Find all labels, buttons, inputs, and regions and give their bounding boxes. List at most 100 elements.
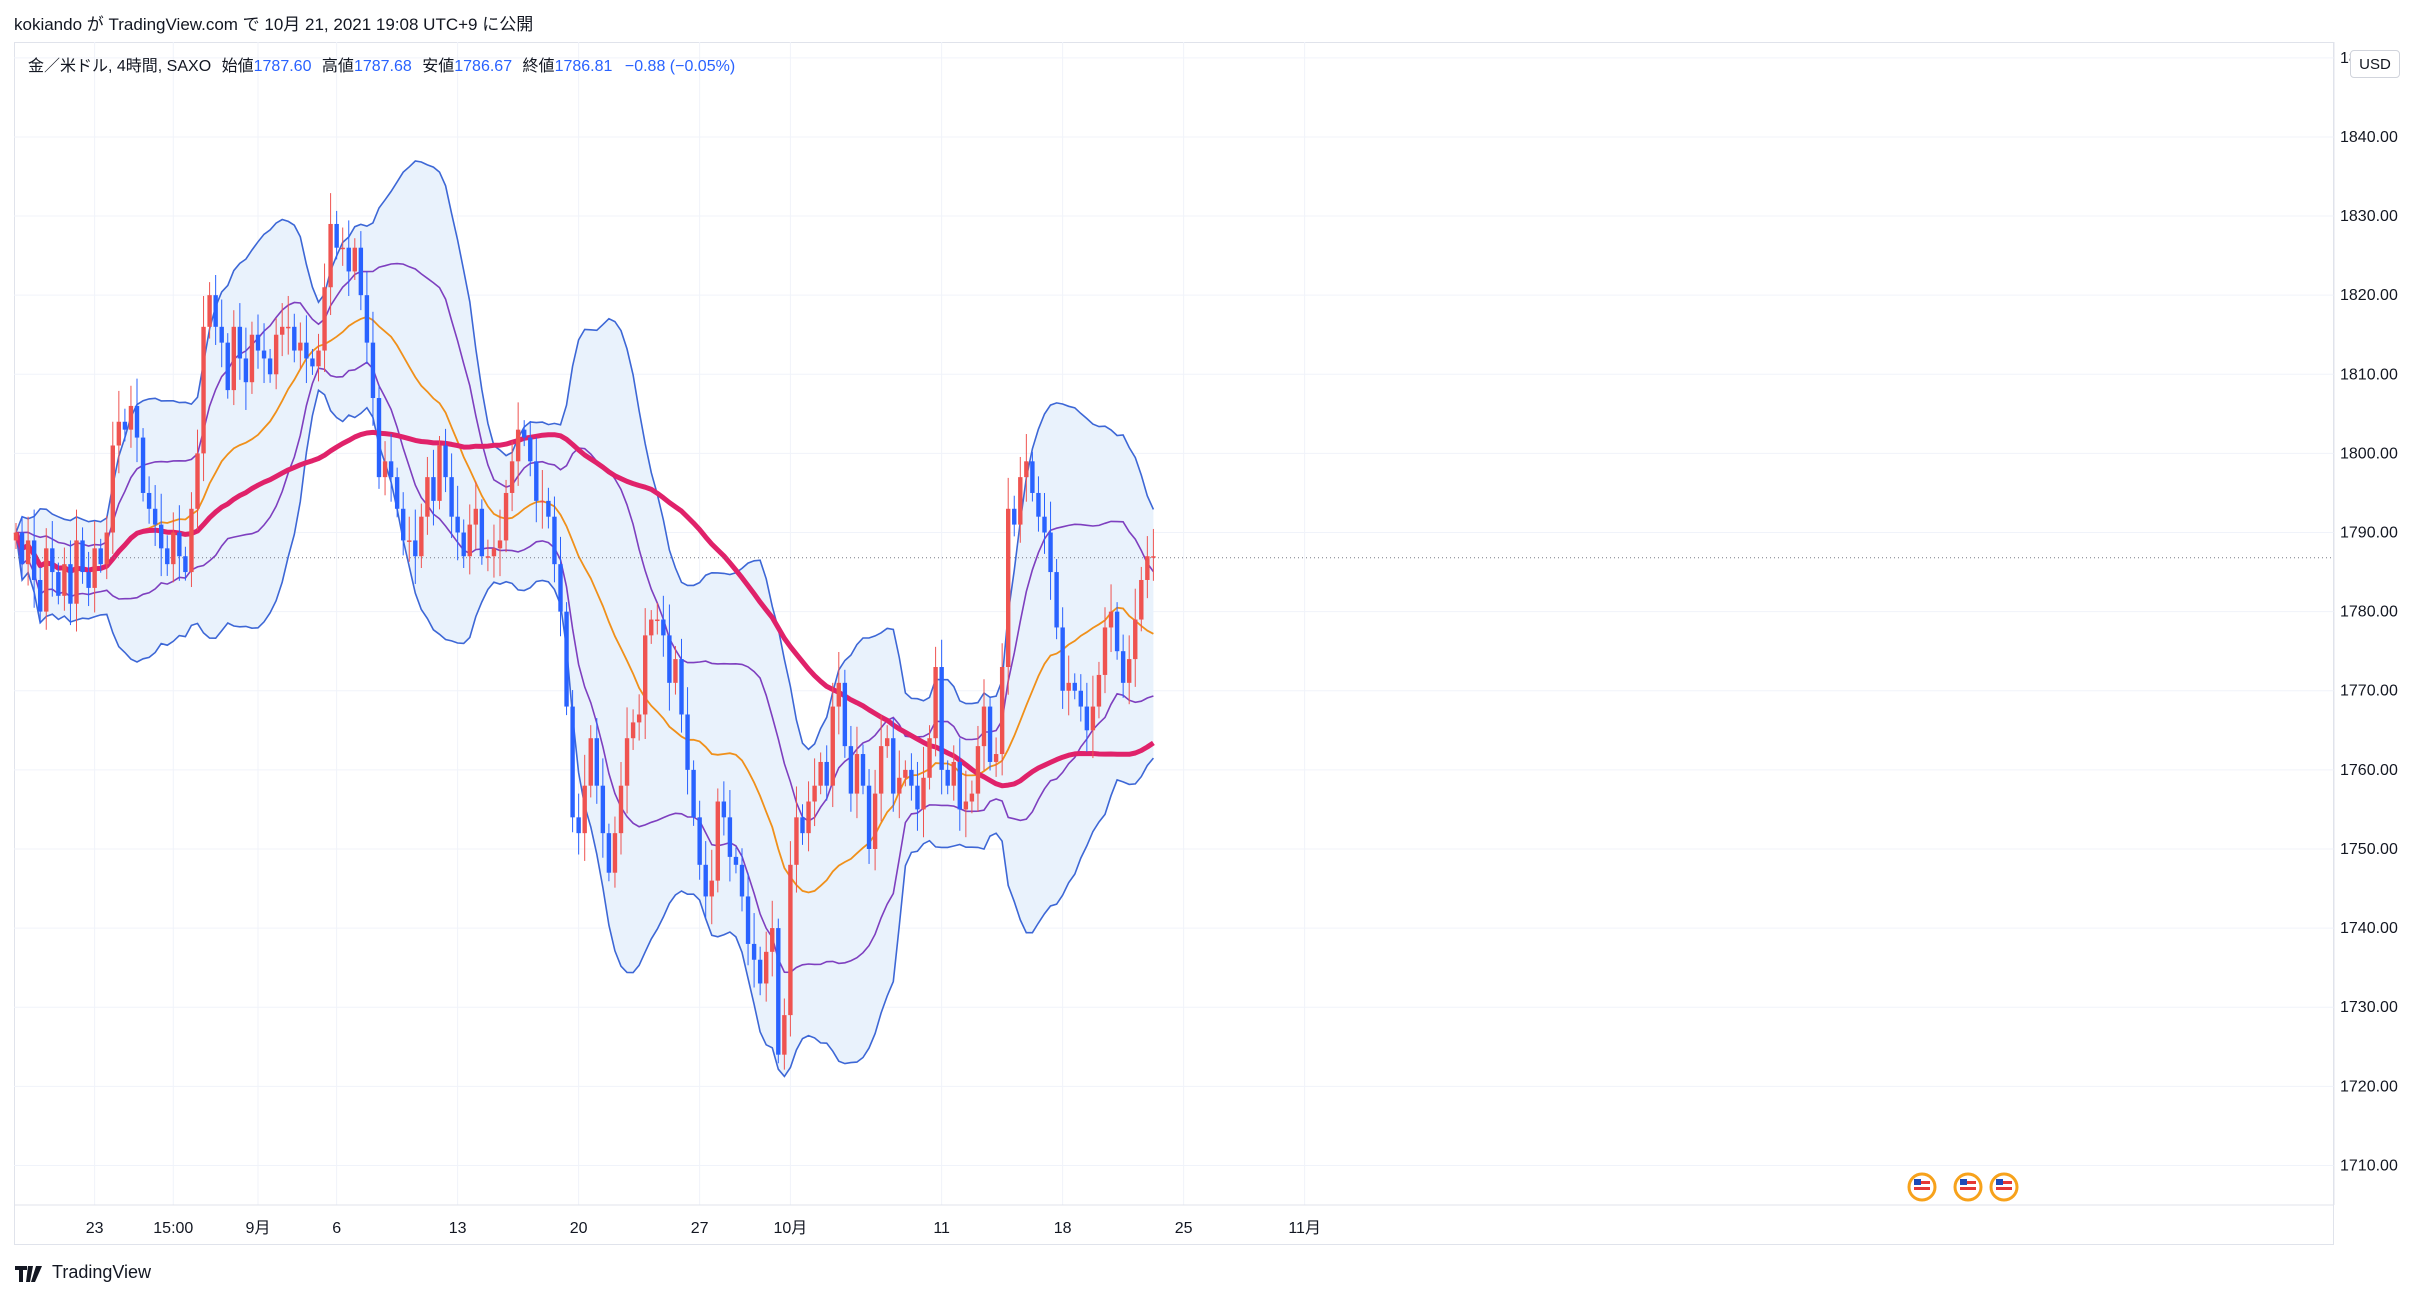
y-tick-label: 1770.00 (2340, 683, 2398, 700)
y-tick-label: 1720.00 (2340, 1078, 2398, 1095)
candle-body (969, 793, 975, 802)
candle (491, 524, 497, 578)
candle-body (854, 754, 860, 794)
candle (764, 931, 769, 1002)
candle-body (588, 738, 593, 786)
candle-body (13, 532, 19, 541)
candle-body (382, 461, 388, 478)
candle (600, 758, 606, 858)
tradingview-logo-icon (15, 1265, 42, 1282)
candle-body (159, 524, 164, 549)
candle-body (19, 532, 25, 565)
candle (854, 726, 860, 819)
candle-body (830, 706, 835, 786)
candle-body (1102, 627, 1108, 675)
candle (739, 848, 745, 912)
low-label: 安値 (422, 58, 455, 75)
candle-body (183, 556, 188, 573)
candle-body (340, 247, 345, 250)
candle-body (1133, 619, 1138, 660)
open-value: 1787.60 (253, 58, 312, 75)
candle (110, 421, 115, 554)
candle-body (1030, 461, 1035, 493)
candle (425, 456, 430, 535)
candle (836, 651, 841, 735)
y-tick-label: 1830.00 (2340, 208, 2398, 225)
candle-body (292, 326, 297, 351)
candle-body (515, 429, 521, 462)
candle-body (643, 635, 648, 715)
candle-body (249, 334, 255, 383)
x-tick-label: 23 (86, 1220, 104, 1237)
high-value: 1787.68 (353, 58, 412, 75)
flag-stripe (1960, 1187, 1976, 1190)
candle (328, 193, 333, 316)
candle-body (848, 746, 854, 794)
candle-body (921, 777, 926, 810)
candle-body (304, 342, 309, 359)
candle-body (630, 722, 636, 739)
candle-body (213, 295, 218, 327)
candle-body (50, 548, 55, 573)
candle-body (757, 959, 763, 984)
candle-body (564, 611, 569, 707)
candle-body (497, 540, 503, 549)
candle-body (425, 477, 430, 517)
price-axis: 1710.00 1720.00 1730.00 1740.00 1750.00 1760.… (2333, 42, 2398, 1205)
candle (364, 271, 370, 365)
candle-body (165, 548, 170, 565)
y-tick-label: 1710.00 (2340, 1157, 2398, 1174)
candle-body (80, 540, 85, 573)
candle (183, 546, 188, 581)
candle (25, 516, 31, 586)
candle (1024, 434, 1029, 502)
candle-body (903, 769, 908, 778)
candle (1139, 566, 1144, 632)
low-value: 1786.67 (454, 58, 513, 75)
candle (1114, 602, 1120, 660)
candle (1030, 451, 1035, 502)
candle (213, 274, 218, 345)
y-tick-label: 1760.00 (2340, 762, 2398, 779)
candle (576, 793, 581, 855)
candle (62, 547, 67, 611)
candle-body (878, 746, 884, 794)
candle (993, 737, 999, 777)
candle (1120, 634, 1126, 698)
candle (921, 746, 926, 838)
candle-body (407, 540, 412, 542)
candle (915, 761, 920, 831)
candle-body (624, 738, 630, 786)
candle-body (201, 326, 206, 454)
brand-label: TradingView (52, 1262, 152, 1282)
candle-body (370, 342, 376, 399)
candle-body (1060, 627, 1065, 691)
candle-body (74, 540, 79, 604)
candle-body (764, 951, 769, 984)
candle-body (273, 334, 279, 375)
candle-body (219, 326, 224, 343)
candle-body (751, 943, 757, 960)
candle (528, 420, 533, 477)
tradingview-footer[interactable]: TradingView (14, 1262, 151, 1283)
candle-body (655, 619, 660, 622)
candle-body (431, 477, 436, 501)
candle (679, 638, 684, 733)
candle-body (872, 793, 878, 849)
candle-body (261, 350, 267, 359)
candle (649, 610, 654, 644)
candle (643, 608, 648, 740)
candle-body (286, 326, 291, 329)
currency-button[interactable]: USD (2350, 50, 2400, 78)
candle (255, 314, 261, 369)
candle-body (171, 532, 176, 565)
candle (152, 485, 158, 546)
candle (897, 750, 902, 819)
candle (866, 769, 872, 864)
us-flag-event-icon (1907, 1172, 1937, 1202)
candle-body (449, 477, 454, 517)
candle-body (1084, 706, 1090, 731)
candle-body (957, 761, 962, 810)
candle-body (800, 817, 805, 834)
